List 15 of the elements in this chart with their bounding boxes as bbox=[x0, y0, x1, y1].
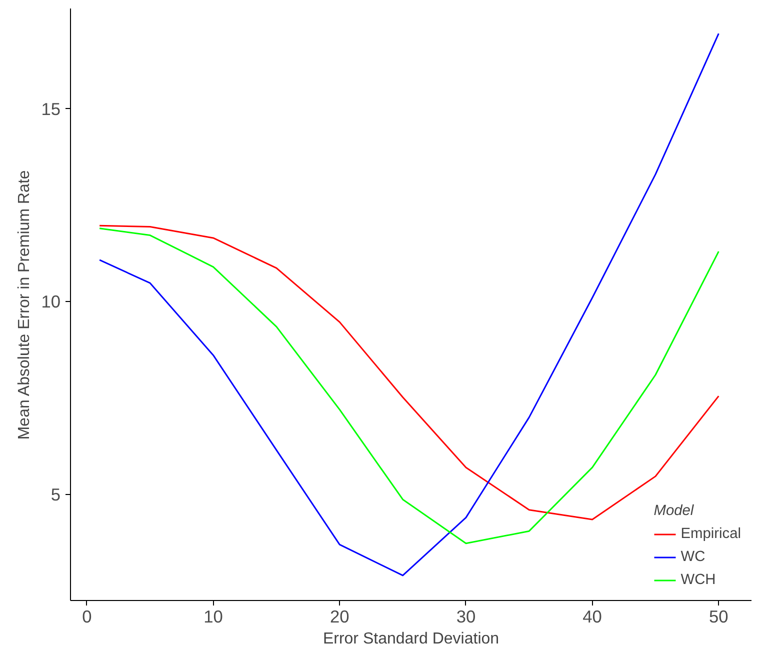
x-tick-label: 20 bbox=[330, 606, 350, 626]
x-tick-label: 30 bbox=[456, 606, 476, 626]
x-tick-label: 0 bbox=[82, 606, 92, 626]
legend-title: Model bbox=[654, 503, 695, 519]
y-tick-label: 10 bbox=[41, 292, 61, 312]
x-tick-label: 10 bbox=[204, 606, 223, 626]
legend-label: WCH bbox=[680, 572, 716, 588]
y-axis-title: Mean Absolute Error in Premium Rate bbox=[16, 170, 34, 440]
legend-label: Empirical bbox=[680, 526, 741, 542]
legend-label: WC bbox=[680, 549, 706, 565]
y-tick-label: 15 bbox=[41, 98, 61, 119]
x-tick-label: 50 bbox=[709, 606, 728, 626]
y-tick-label: 5 bbox=[50, 484, 61, 504]
x-axis-title: Error Standard Deviation bbox=[322, 630, 500, 648]
x-tick-label: 40 bbox=[582, 606, 602, 626]
